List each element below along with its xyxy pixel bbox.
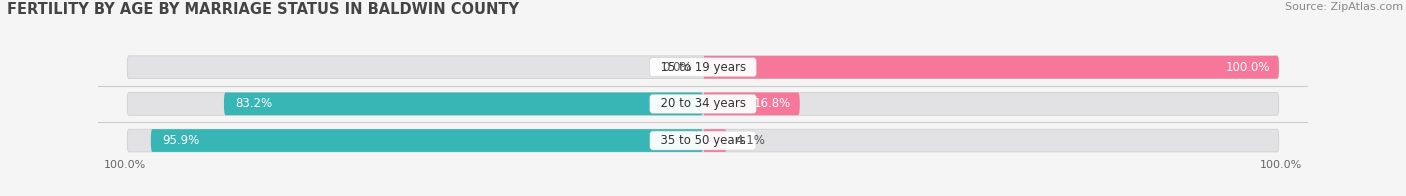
Text: 20 to 34 years: 20 to 34 years	[652, 97, 754, 110]
Text: 0.0%: 0.0%	[662, 61, 692, 74]
FancyBboxPatch shape	[224, 93, 703, 115]
Text: 16.8%: 16.8%	[754, 97, 792, 110]
FancyBboxPatch shape	[703, 129, 727, 152]
FancyBboxPatch shape	[703, 56, 1279, 79]
Text: FERTILITY BY AGE BY MARRIAGE STATUS IN BALDWIN COUNTY: FERTILITY BY AGE BY MARRIAGE STATUS IN B…	[7, 2, 519, 17]
FancyBboxPatch shape	[127, 129, 1279, 152]
Text: 83.2%: 83.2%	[235, 97, 273, 110]
Text: 35 to 50 years: 35 to 50 years	[652, 134, 754, 147]
Text: Source: ZipAtlas.com: Source: ZipAtlas.com	[1285, 2, 1403, 12]
FancyBboxPatch shape	[127, 56, 1279, 79]
FancyBboxPatch shape	[150, 129, 703, 152]
Text: 100.0%: 100.0%	[104, 160, 146, 170]
Text: 95.9%: 95.9%	[162, 134, 200, 147]
Text: 4.1%: 4.1%	[735, 134, 765, 147]
Text: 100.0%: 100.0%	[1260, 160, 1302, 170]
FancyBboxPatch shape	[127, 93, 1279, 115]
Text: 15 to 19 years: 15 to 19 years	[652, 61, 754, 74]
Text: 100.0%: 100.0%	[1226, 61, 1270, 74]
FancyBboxPatch shape	[703, 93, 800, 115]
